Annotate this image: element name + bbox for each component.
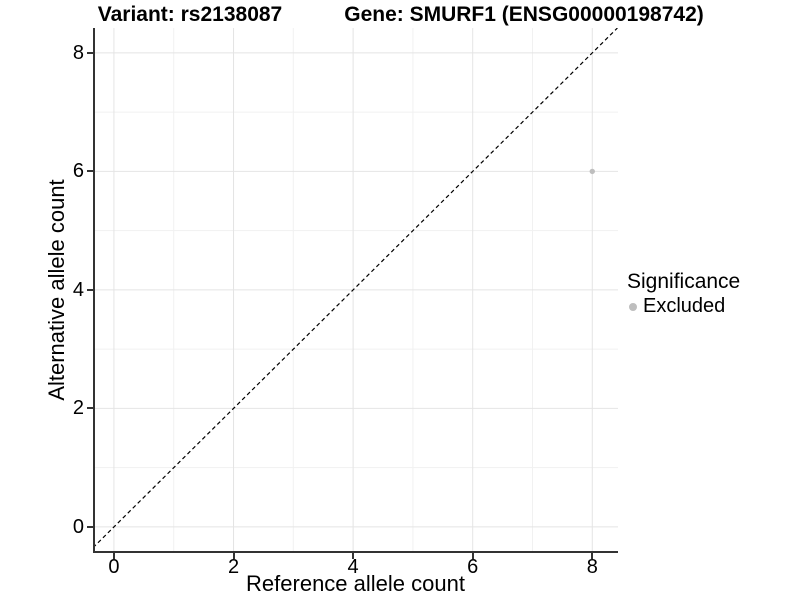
identity-line	[93, 28, 618, 549]
x-tick-mark	[471, 553, 474, 559]
x-tick-mark	[591, 553, 594, 559]
x-tick-label: 4	[347, 556, 359, 578]
y-tick-mark	[87, 525, 93, 528]
legend-point-icon	[629, 302, 637, 311]
x-tick-label: 0	[108, 556, 120, 578]
y-tick-label: 0	[72, 515, 84, 538]
chart-title-variant: Variant: rs2138087	[97, 3, 283, 26]
data-point	[589, 168, 595, 175]
plot-canvas	[93, 28, 618, 553]
x-tick-label: 2	[227, 556, 240, 578]
legend-entry-excluded: Excluded	[627, 295, 740, 318]
legend-title: Significance	[627, 270, 741, 293]
y-tick-label: 4	[72, 278, 84, 301]
y-tick-mark	[87, 170, 93, 173]
y-tick-label: 8	[72, 41, 84, 64]
y-tick-mark	[87, 51, 93, 54]
legend-entry-label: Excluded	[643, 295, 726, 317]
x-tick-mark	[112, 553, 115, 559]
y-tick-label: 2	[72, 397, 84, 420]
chart-title-gene: Gene: SMURF1 (ENSG00000198742)	[344, 3, 704, 26]
x-tick-mark	[232, 553, 235, 559]
legend: Significance Excluded	[627, 270, 740, 318]
plot-panel	[93, 28, 618, 553]
y-tick-mark	[87, 288, 93, 291]
x-tick-label: 8	[586, 556, 598, 578]
x-axis-title: Reference allele count	[246, 571, 465, 596]
y-tick-mark	[87, 407, 93, 410]
x-tick-mark	[352, 553, 355, 559]
x-tick-label: 6	[467, 556, 479, 578]
y-tick-label: 6	[72, 160, 84, 183]
